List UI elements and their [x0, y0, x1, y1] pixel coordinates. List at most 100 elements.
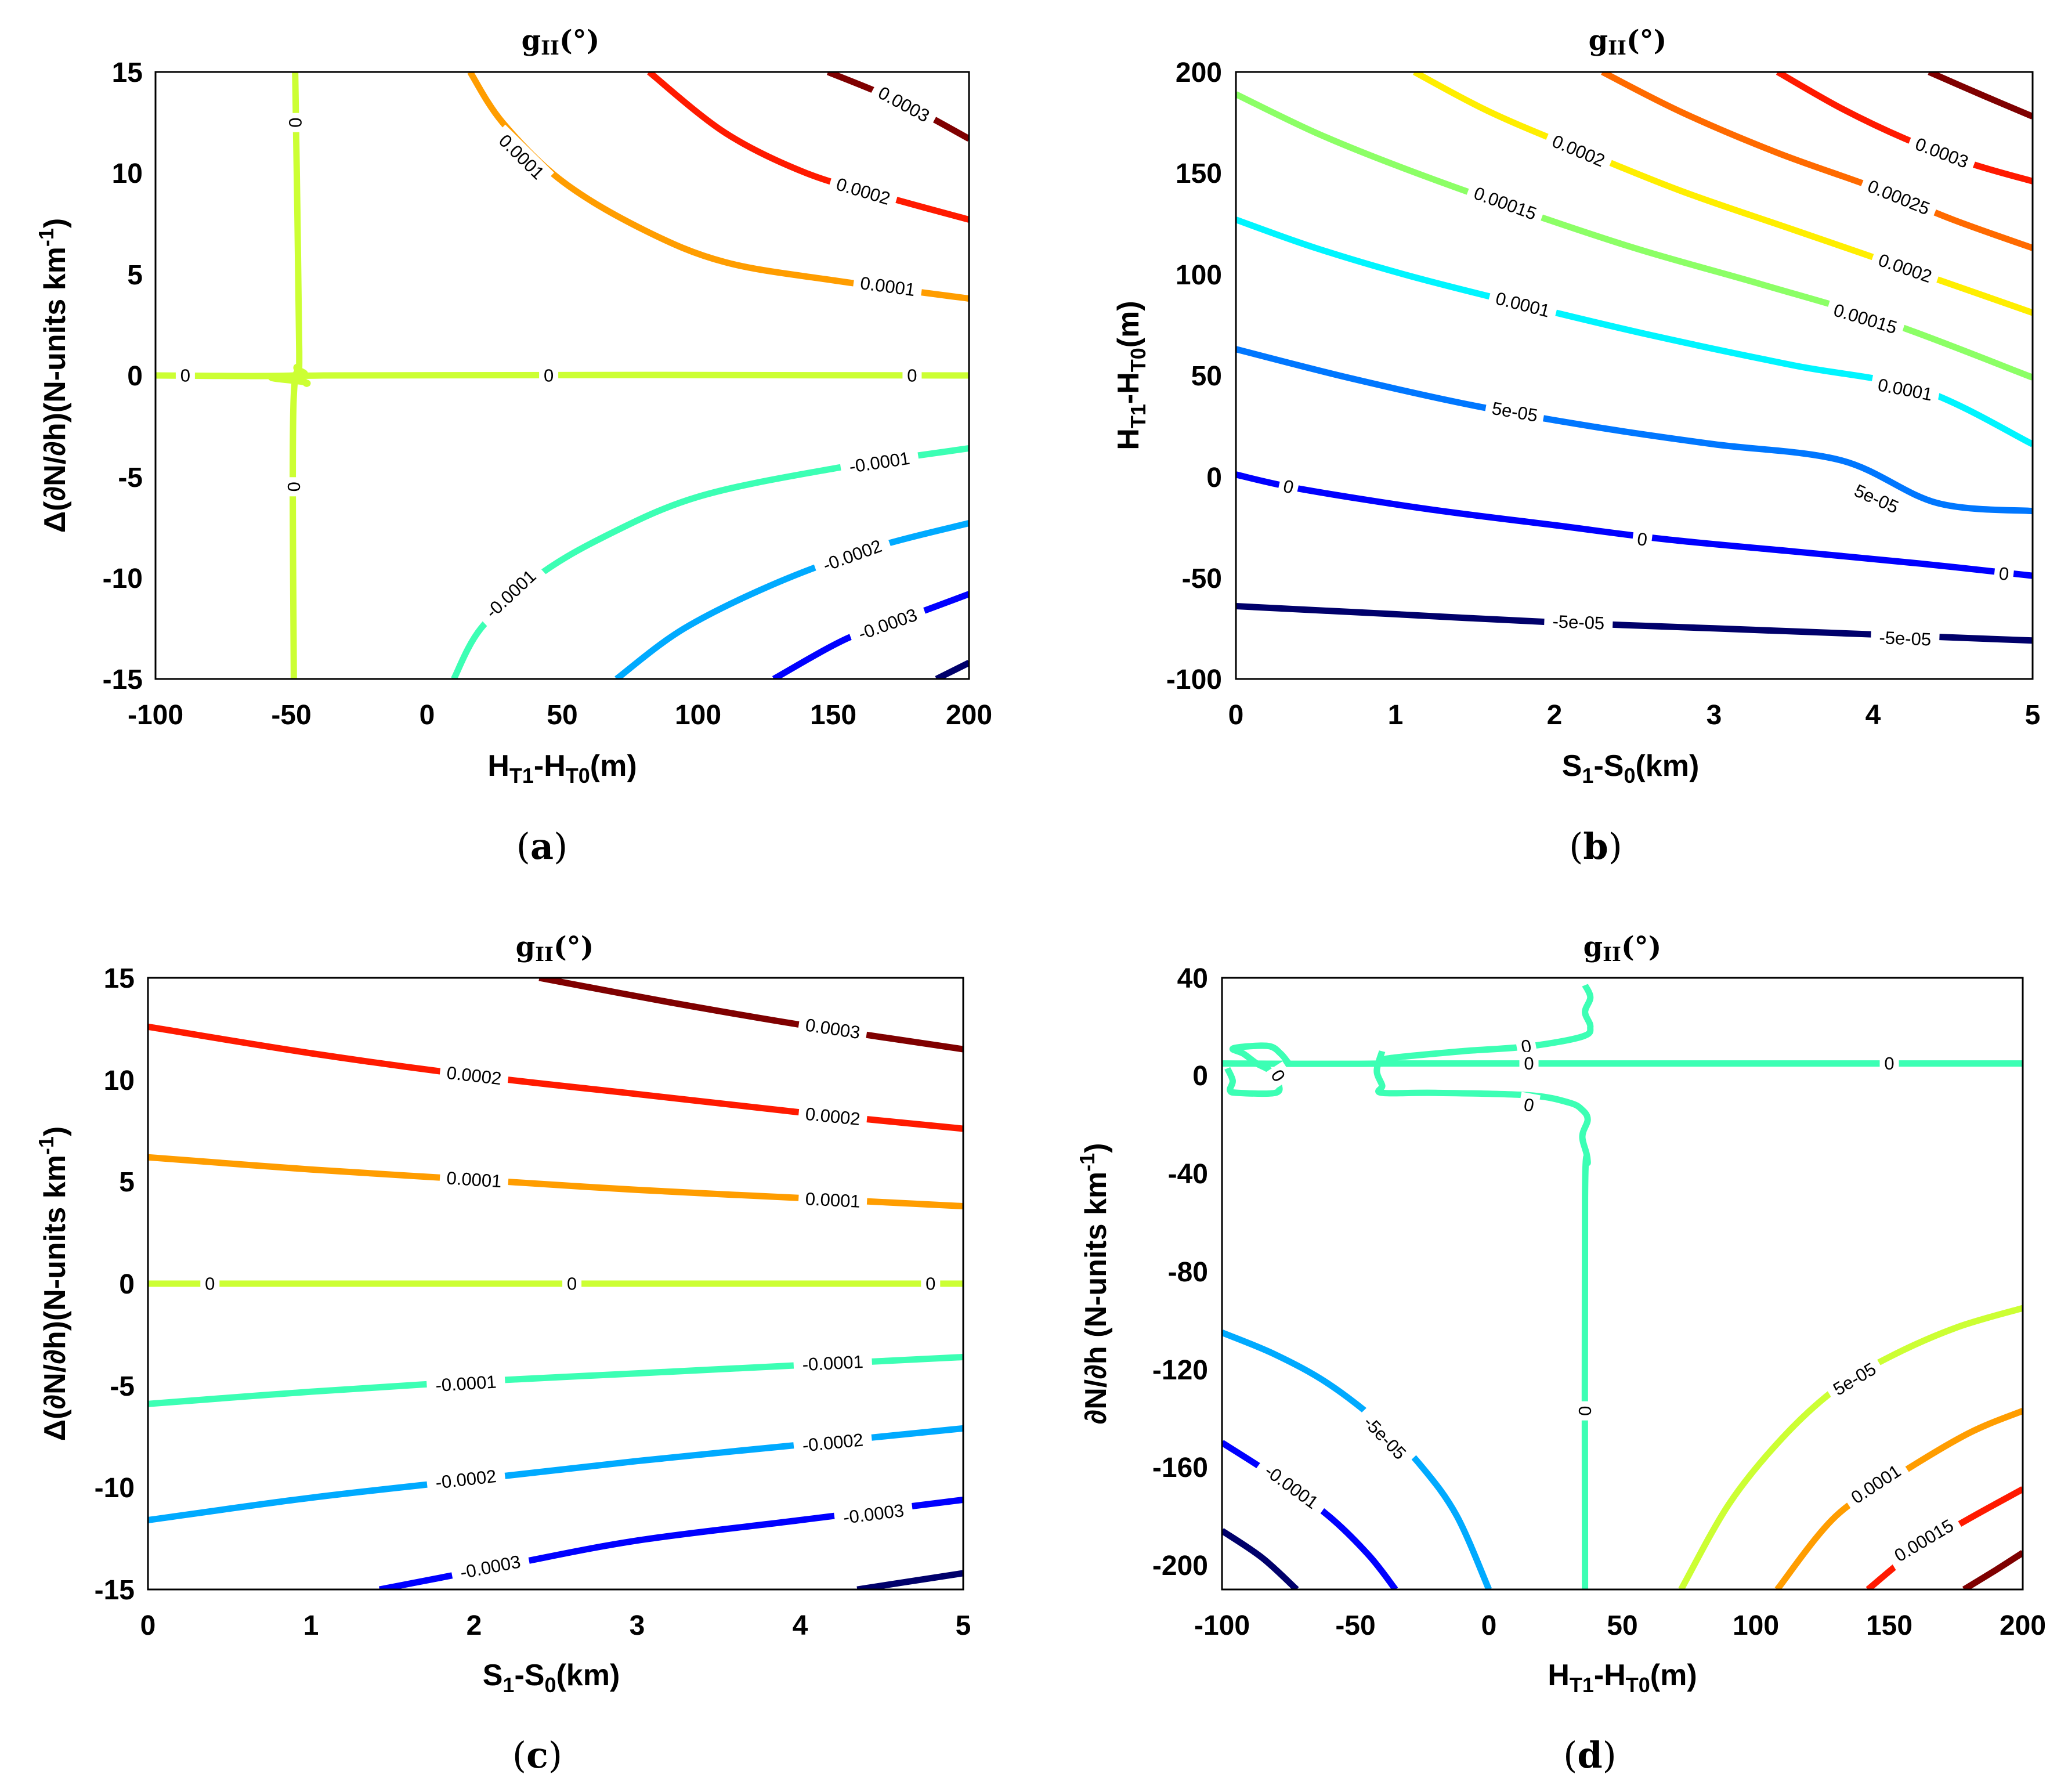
contour-line	[614, 520, 969, 679]
contour-label-text: 0	[284, 482, 304, 492]
contour-label-gap	[1879, 1052, 1899, 1075]
contour-label-gap	[1869, 371, 1942, 408]
contour-label-text: 5e-05	[1491, 398, 1539, 426]
contour-label: 0	[1263, 1061, 1293, 1090]
contour-label-text: -0.0003	[842, 1500, 905, 1528]
panel-c-xtick: 5	[956, 1610, 971, 1641]
contour-label: 0.00025	[1858, 172, 1940, 223]
panel-b-plot: 0.00030.000250.00020.00020.000150.000150…	[1236, 72, 2033, 652]
contour-label: 0.0002	[1869, 246, 1942, 291]
contour-label-gap	[852, 270, 923, 303]
panel-b-ticks: 0 1 2 3 4 5 200 150 100 50 0 -50 -100	[1166, 57, 2040, 731]
contour-line	[1928, 72, 2033, 120]
contour-label: 0.0003	[1906, 129, 1978, 176]
contour-label: 0.0001	[439, 1166, 509, 1194]
contour-label: 0.0002	[797, 1101, 868, 1132]
contour-label: -0.0002	[793, 1427, 873, 1458]
panel-c-plot: 0.0003 0.0002 0.0002 0.0001 0.0001 0 0 0 -0.0001…	[148, 978, 963, 1589]
contour-label-gap	[797, 1101, 868, 1132]
contour-label: 0	[1517, 1092, 1541, 1118]
contour-label-text: 0.00015	[1471, 183, 1539, 224]
contour-label: 0.0001	[798, 1187, 868, 1213]
contour-line	[156, 72, 308, 381]
contour-label: 0	[1277, 473, 1301, 500]
panel-c-ylabel: Δ(∂N/∂h)(N-units km-1)	[34, 1126, 72, 1441]
panel-d-xtick: 0	[1481, 1610, 1497, 1641]
panel-a-xtick: -100	[128, 700, 183, 731]
contour-label-gap	[1870, 626, 1940, 652]
contour-label-text: 0	[180, 366, 190, 386]
panel-c-xtick: 3	[630, 1610, 645, 1641]
contour-label-gap	[1519, 1052, 1539, 1075]
panel-d-frame	[1221, 977, 2024, 1591]
contour-label: -0.0001	[474, 558, 548, 630]
panel-a-xtick: 50	[547, 700, 577, 731]
contour-line	[538, 978, 963, 1053]
contour-line	[1224, 1042, 1292, 1097]
contour-label: -0.0003	[847, 600, 929, 649]
contour-label: -0.0001	[839, 445, 920, 480]
panel-b-caption: (b)	[1569, 825, 1622, 868]
contour-label-gap	[1543, 609, 1614, 635]
panel-c-ticks: 0 1 2 3 4 5 15 10 5 0 -5 -10 -15	[95, 963, 971, 1641]
panel-c-ytick: 15	[104, 963, 135, 994]
contour-label-gap	[798, 1187, 868, 1213]
contour-label-text: 0.0001	[805, 1188, 861, 1212]
panel-b-ylabel: HT1-HT0(m)	[1112, 301, 1150, 450]
contour-label: -5e-05	[1353, 1405, 1417, 1471]
contour-label-gap	[1517, 1092, 1541, 1118]
panel-d-title: gII(°)	[1583, 931, 1662, 966]
contour-line	[1222, 1528, 1299, 1589]
contour-label-text: 0	[1636, 529, 1648, 550]
contour-label-gap	[811, 531, 894, 580]
contour-label: 0	[282, 477, 306, 497]
contour-label-text: 0.0003	[804, 1014, 862, 1043]
panel-b-ytick: 100	[1176, 260, 1222, 291]
contour-label-text: 0	[544, 366, 554, 386]
contour-label-gap	[1824, 296, 1907, 342]
contour-label-text: 0	[1884, 1053, 1894, 1074]
contour-label-gap	[868, 78, 940, 131]
panel-d-ytick: -120	[1152, 1355, 1208, 1386]
contour-label: 5e-05	[1484, 395, 1546, 429]
contour-line	[1678, 1305, 2023, 1589]
contour-label-gap	[793, 1427, 873, 1458]
panel-c-ytick: -10	[95, 1473, 135, 1504]
panel-d-ylabel: ∂N/∂h (N-units km-1)	[1075, 1143, 1113, 1425]
panel-c-xtick: 0	[140, 1610, 156, 1641]
contour-label-gap	[1484, 395, 1546, 429]
panel-a-xtick: 0	[420, 700, 435, 731]
panel-a-title: gII(°)	[522, 24, 600, 60]
panel-a-xtick: -50	[271, 700, 311, 731]
contour-label: 0	[200, 1272, 220, 1295]
contour-label: 0.00015	[1884, 1510, 1964, 1571]
contour-label-text: -0.0001	[848, 448, 911, 477]
contour-label-gap	[839, 445, 920, 480]
contour-label: 0	[1631, 526, 1654, 552]
contour-label-gap	[1631, 526, 1654, 552]
contour-line	[1776, 72, 2033, 185]
contour-label: 0	[1573, 1401, 1597, 1421]
contour-label: 0.0001	[489, 124, 554, 190]
contour-label-text: 0.00025	[1865, 176, 1933, 219]
panel-b-title: gII(°)	[1589, 24, 1667, 60]
panel-b-xtick: 2	[1547, 700, 1563, 731]
panel-a-ticks: -100 -50 0 50 100 150 200 15 10 5 0 -5 -…	[103, 57, 992, 731]
panel-b-ytick: -50	[1182, 563, 1222, 594]
panel-b-ytick: 50	[1191, 361, 1222, 392]
panel-b-ytick: -100	[1166, 664, 1222, 695]
contour-label-gap	[1353, 1405, 1417, 1471]
panel-b-xtick: 1	[1388, 700, 1404, 731]
contour-label: 0.0001	[1841, 1455, 1911, 1513]
panel-d-xtick: -50	[1335, 1610, 1375, 1641]
panel-b-xtick: 5	[2025, 700, 2041, 731]
contour-label-text: 0	[907, 366, 917, 386]
contour-label: -0.0001	[426, 1370, 506, 1398]
contour-label: 0.00015	[1824, 296, 1907, 342]
panel-b-ytick: 200	[1176, 57, 1222, 88]
contour-label-gap	[1906, 129, 1978, 176]
contour-label: -0.0002	[425, 1463, 507, 1495]
contour-label-text: -5e-05	[1552, 611, 1605, 633]
contour-label-gap	[1277, 473, 1301, 500]
